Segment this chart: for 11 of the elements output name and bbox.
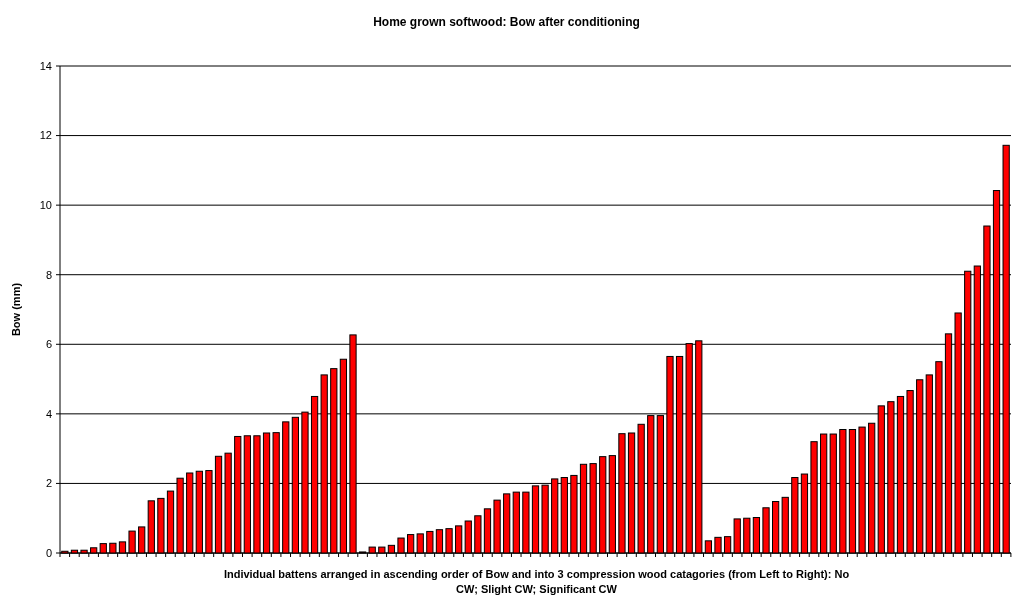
chart-title: Home grown softwood: Bow after conditioning — [373, 15, 640, 29]
x-axis-title: Individual battens arranged in ascending order of Bow and into 3 compression wood catagories (from Left to Right): No CW; Slight CW; Significant CW — [223, 568, 850, 595]
y-tick-label: 0 — [45, 546, 52, 559]
y-tick-label: 8 — [45, 268, 52, 281]
y-axis-title: Bow (mm) — [10, 282, 22, 337]
y-tick-label: 4 — [45, 407, 52, 420]
y-tick-label: 2 — [45, 477, 52, 490]
y-tick-label: 12 — [39, 129, 52, 142]
y-tick-label: 14 — [39, 59, 52, 72]
y-tick-label: 10 — [39, 198, 52, 211]
y-tick-label: 6 — [45, 338, 52, 351]
